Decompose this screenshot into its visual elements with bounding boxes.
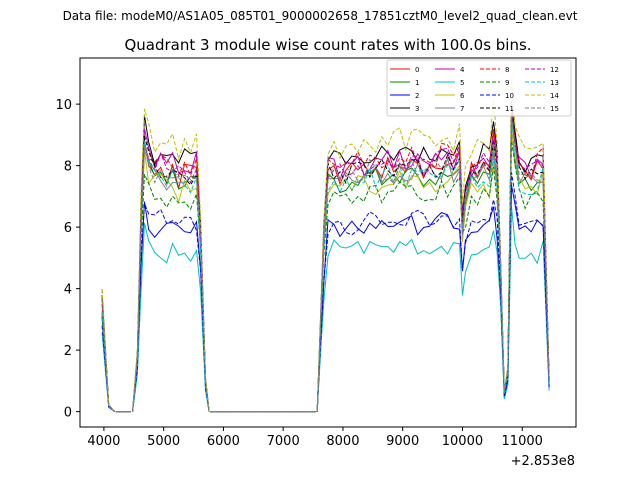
series-line (132, 146, 210, 412)
legend-label: 0 (415, 66, 419, 74)
legend-label: 12 (550, 66, 559, 74)
series-line (316, 206, 550, 412)
series-line (101, 288, 116, 412)
legend-label: 4 (460, 66, 465, 74)
legend-label: 6 (460, 92, 465, 100)
chart-title: Quadrant 3 module wise count rates with … (124, 36, 531, 54)
series-line (132, 203, 210, 412)
x-tick-label: 7000 (267, 434, 300, 449)
legend-label: 9 (505, 79, 509, 87)
x-tick-label: 6000 (207, 434, 240, 449)
y-tick-label: 4 (64, 283, 72, 298)
y-tick-label: 6 (64, 221, 72, 236)
y-tick-label: 8 (64, 160, 72, 175)
legend-label: 13 (550, 79, 559, 87)
series-line (316, 172, 550, 412)
legend-label: 11 (505, 105, 514, 113)
x-offset-label: +2.853e8 (511, 454, 575, 469)
series-line (316, 115, 550, 412)
x-tick-label: 5000 (147, 434, 180, 449)
series-line (316, 117, 550, 412)
legend-label: 3 (415, 105, 419, 113)
x-tick-label: 11000 (502, 434, 543, 449)
series-line (316, 140, 550, 412)
axes-frame (79, 57, 577, 428)
series-layer (101, 75, 550, 413)
x-tick-label: 9000 (386, 434, 419, 449)
x-axis: 4000 5000 6000 7000 8000 9000 10000 11000 (87, 427, 543, 449)
series-line (132, 174, 210, 412)
y-axis: 0 2 4 6 8 10 (55, 98, 80, 421)
series-line (316, 101, 550, 412)
legend-label: 5 (460, 79, 464, 87)
x-tick-label: 8000 (326, 434, 359, 449)
legend-label: 14 (550, 92, 559, 100)
legend-box (386, 59, 572, 117)
legend-label: 8 (505, 66, 509, 74)
legend-label: 15 (550, 105, 559, 113)
y-tick-label: 10 (55, 98, 72, 113)
series-module-15 (101, 115, 550, 413)
legend-label: 10 (505, 92, 514, 100)
plot-area: 4000 5000 6000 7000 8000 9000 10000 11000 0 2 4 6 8… (55, 57, 577, 469)
x-tick-label: 10000 (442, 434, 483, 449)
x-tick-label: 4000 (87, 434, 120, 449)
y-tick-label: 0 (64, 406, 72, 421)
y-tick-label: 2 (64, 344, 72, 359)
legend-label: 2 (415, 92, 419, 100)
series-line (132, 222, 210, 412)
figure-suptitle: Data file: modeM0/AS1A05_085T01_90000026… (63, 9, 578, 23)
series-line (132, 108, 210, 412)
legend-label: 7 (460, 105, 464, 113)
legend-label: 1 (415, 79, 419, 87)
